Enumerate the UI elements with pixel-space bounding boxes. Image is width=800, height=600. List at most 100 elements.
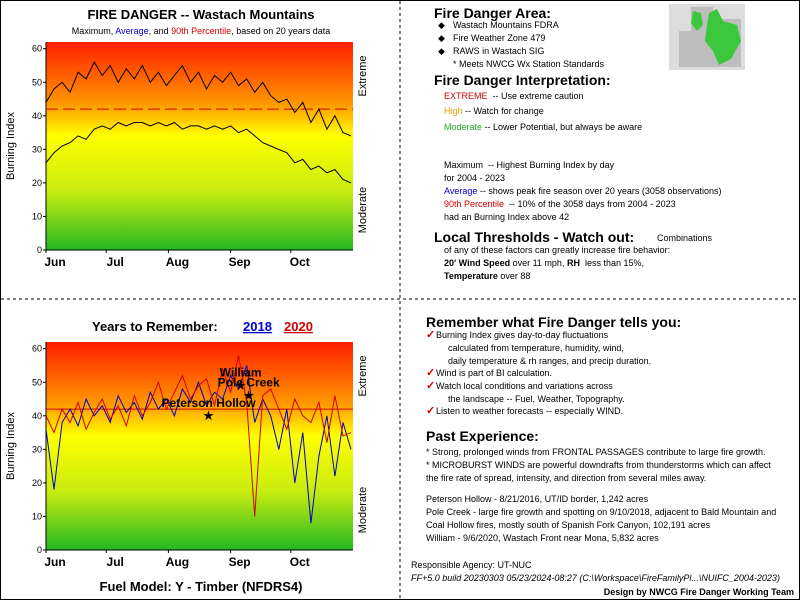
level: Moderate -- Lower Potential, but always …	[444, 122, 642, 133]
x-tick-label: Sep	[229, 255, 251, 269]
y-axis-label: Burning Index	[5, 412, 17, 480]
map-area	[691, 11, 703, 31]
bullet: ◆	[438, 33, 445, 43]
y-tick-label: 30	[32, 444, 42, 454]
definition-text: -- 10% of the 3058 days from 2004 - 2023	[504, 199, 676, 209]
area-map	[669, 4, 745, 70]
remember-item: Watch local conditions and variations ac…	[436, 381, 613, 391]
plot-background	[46, 342, 353, 550]
legend-entry: 2020	[284, 319, 313, 334]
definition-text: -- shows peak fire season over 20 years …	[477, 186, 722, 196]
level: High -- Watch for change	[444, 106, 544, 117]
level-name: Moderate	[444, 122, 483, 132]
level-name: EXTREME	[444, 91, 488, 101]
remember-item: calculated from temperature, humidity, w…	[448, 343, 624, 353]
chart-footer: Fuel Model: Y - Timber (NFDRS4)	[100, 579, 303, 594]
x-tick-label: Oct	[290, 555, 310, 569]
threshold-text: less than 15%,	[579, 258, 644, 268]
threshold-key: 20' Wind Speed	[444, 258, 511, 268]
x-tick-label: Aug	[166, 555, 189, 569]
remember-item: Wind is part of BI calculation.	[436, 368, 553, 378]
check: ✓	[426, 329, 436, 341]
annotation: Peterson Hollow	[162, 396, 257, 410]
fire-marker	[235, 380, 246, 391]
level: EXTREME -- Use extreme caution	[444, 91, 584, 102]
subtitle-part: Maximum,	[72, 26, 116, 36]
zone-label: Moderate	[357, 487, 369, 533]
subtitle-part: Average	[115, 26, 148, 36]
zone-label: Extreme	[357, 356, 369, 397]
chart-subtitle: Maximum, Average, and 90th Percentile, b…	[72, 26, 331, 36]
x-tick-label: Jul	[107, 555, 124, 569]
fire-marker	[203, 410, 214, 421]
x-tick-label: Sep	[229, 555, 251, 569]
y-tick-label: 60	[32, 44, 42, 54]
definition: 90th Percentile -- 10% of the 3058 days …	[444, 199, 676, 210]
fire: Peterson Hollow - 8/21/2016, UT/ID borde…	[426, 494, 649, 504]
y-tick-label: 50	[32, 77, 42, 87]
zone-label: Moderate	[357, 187, 369, 233]
y-tick-label: 60	[32, 344, 42, 354]
map-area	[705, 9, 741, 65]
legend-entry: 2018	[243, 319, 272, 334]
level-name: High	[444, 106, 463, 116]
y-tick-label: 20	[32, 178, 42, 188]
chart-title: FIRE DANGER -- Wastach Mountains	[87, 7, 314, 22]
threshold: 20' Wind Speed over 11 mph, RH less than…	[444, 258, 644, 269]
section-title: Local Thresholds - Watch out:	[434, 229, 635, 245]
area-item: Fire Weather Zone 479	[453, 33, 546, 43]
threshold-text: over 88	[497, 271, 531, 281]
definition: had an Burning Index above 42	[444, 212, 570, 222]
fire: William - 9/6/2020, Wastach Front near M…	[426, 533, 659, 543]
x-tick-label: Aug	[166, 255, 189, 269]
series-line	[45, 61, 352, 137]
area-note: * Meets NWCG Wx Station Standards	[453, 59, 605, 69]
definition: Average -- shows peak fire season over 2…	[444, 186, 721, 197]
experience-note: * MICROBURST WINDS are powerful downdraf…	[426, 460, 771, 470]
level-text: -- Watch for change	[462, 106, 544, 116]
section-title: Fire Danger Interpretation:	[434, 72, 611, 88]
subtitle-part: , based on 20 years data	[231, 26, 330, 36]
remember-item: Burning Index gives day-to-day fluctuati…	[436, 330, 609, 340]
y-axis-label: Burning Index	[5, 112, 17, 180]
check: ✓	[426, 405, 436, 417]
level-text: -- Lower Potential, but always be aware	[482, 122, 643, 132]
definition: Maximum -- Highest Burning Index by day	[444, 160, 614, 171]
subtitle-part: , and	[149, 26, 172, 36]
definition-name: Maximum	[444, 160, 484, 170]
build: FF+5.0 build 20230303 05/23/2024-08:27 (…	[411, 573, 780, 583]
y-tick-label: 40	[32, 111, 42, 121]
threshold: Temperature over 88	[444, 271, 530, 282]
plot-background	[46, 42, 353, 250]
x-tick-label: Jun	[44, 255, 65, 269]
threshold-text: over 11 mph,	[510, 258, 567, 268]
threshold-text: of any of these factors can greatly incr…	[444, 245, 671, 255]
definition: for 2004 - 2023	[444, 173, 506, 183]
section-title: Fire Danger Area:	[434, 5, 551, 21]
remember-item: Listen to weather forecasts -- especiall…	[436, 406, 624, 416]
design: Design by NWCG Fire Danger Working Team	[603, 587, 794, 597]
level-text: -- Use extreme caution	[487, 91, 584, 101]
y-tick-label: 20	[32, 478, 42, 488]
x-tick-label: Oct	[290, 255, 310, 269]
section-title: Remember what Fire Danger tells you:	[426, 314, 682, 330]
zone-label: Extreme	[357, 56, 369, 97]
y-tick-label: 50	[32, 377, 42, 387]
y-tick-label: 0	[37, 545, 42, 555]
definition-name: 90th Percentile	[444, 199, 505, 209]
check: ✓	[426, 380, 436, 392]
threshold-intro: Combinations	[657, 233, 713, 243]
series-line	[45, 365, 352, 524]
remember-item: daily temperature & rh ranges, and preci…	[448, 356, 652, 366]
bullet: ◆	[438, 46, 445, 56]
chart-title: Years to Remember:	[92, 319, 218, 334]
subtitle-part: 90th Percentile	[171, 26, 231, 36]
x-tick-label: Jul	[107, 255, 124, 269]
bullet: ◆	[438, 20, 445, 30]
remember-item: the landscape -- Fuel, Weather, Topograp…	[448, 394, 625, 404]
y-tick-label: 10	[32, 511, 42, 521]
y-tick-label: 0	[37, 245, 42, 255]
threshold-key: RH	[566, 258, 580, 268]
